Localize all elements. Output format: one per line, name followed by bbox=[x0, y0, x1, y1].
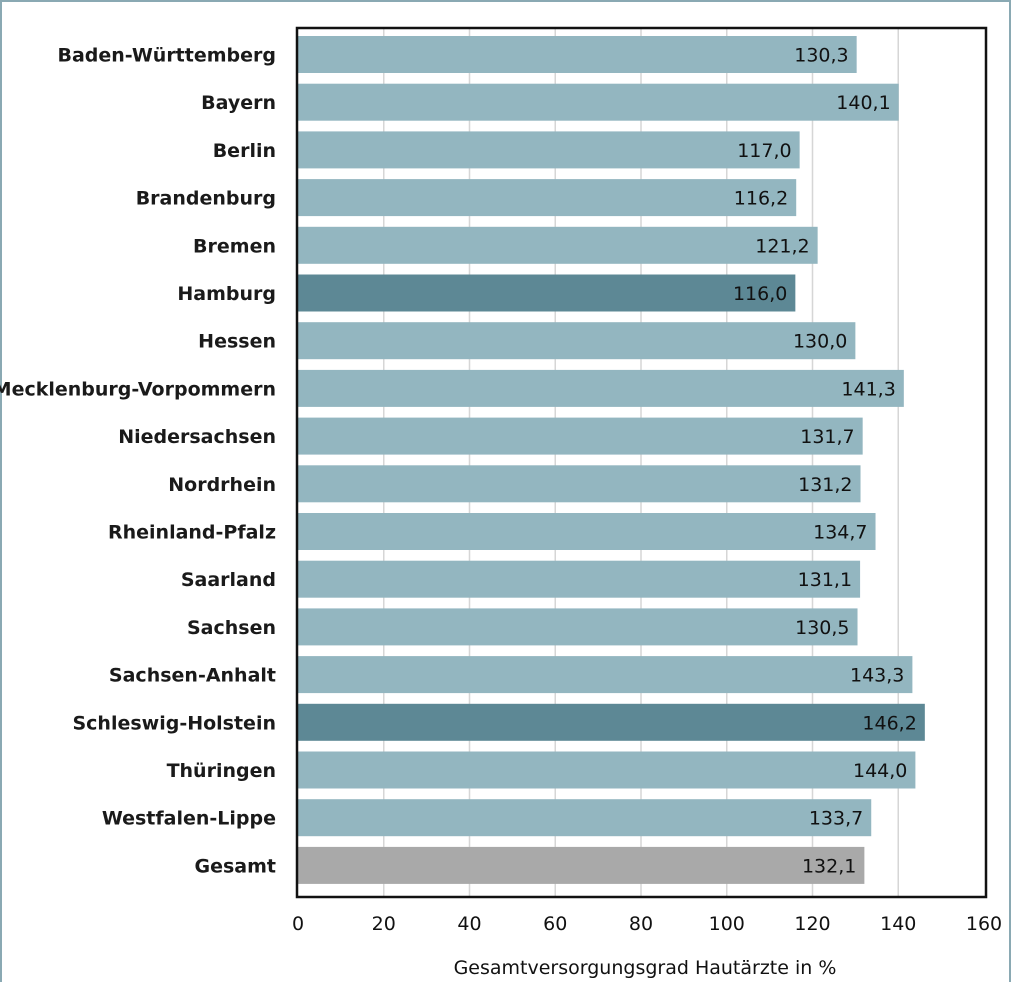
bar-16 bbox=[298, 799, 872, 837]
bar-11 bbox=[298, 560, 861, 598]
bar-15 bbox=[298, 751, 916, 789]
plot-border bbox=[295, 26, 988, 899]
value-label-9: 131,2 bbox=[798, 474, 852, 496]
x-tick-label-40: 40 bbox=[457, 913, 481, 935]
bar-14 bbox=[298, 703, 925, 741]
value-label-2: 117,0 bbox=[737, 140, 791, 162]
category-label-2: Berlin bbox=[213, 140, 276, 162]
bar-9 bbox=[298, 465, 861, 503]
bar-8 bbox=[298, 417, 863, 455]
category-label-1: Bayern bbox=[201, 92, 276, 114]
x-tick-label-160: 160 bbox=[966, 913, 1002, 935]
bar-13 bbox=[298, 656, 913, 694]
value-label-8: 131,7 bbox=[800, 426, 854, 448]
bar-2 bbox=[298, 131, 800, 169]
category-label-3: Brandenburg bbox=[136, 188, 276, 210]
value-label-6: 130,0 bbox=[793, 331, 847, 353]
x-tick-label-20: 20 bbox=[372, 913, 396, 935]
value-label-13: 143,3 bbox=[850, 665, 904, 687]
x-tick-label-60: 60 bbox=[543, 913, 567, 935]
value-label-17: 132,1 bbox=[802, 855, 856, 877]
value-label-3: 116,2 bbox=[734, 188, 788, 210]
category-label-11: Saarland bbox=[181, 569, 276, 591]
x-tick-label-140: 140 bbox=[880, 913, 916, 935]
category-label-15: Thüringen bbox=[167, 760, 276, 782]
category-label-4: Bremen bbox=[193, 235, 276, 257]
x-tick-label-80: 80 bbox=[629, 913, 653, 935]
bar-12 bbox=[298, 608, 858, 646]
category-label-9: Nordrhein bbox=[168, 474, 276, 496]
value-label-11: 131,1 bbox=[798, 569, 852, 591]
category-label-0: Baden-Württemberg bbox=[57, 45, 276, 67]
category-label-13: Sachsen-Anhalt bbox=[109, 665, 276, 687]
category-label-6: Hessen bbox=[198, 331, 276, 353]
x-axis-title: Gesamtversorgungsgrad Hautärzte in % bbox=[454, 957, 837, 979]
value-label-16: 133,7 bbox=[809, 808, 863, 830]
bar-3 bbox=[298, 179, 797, 217]
bar-5 bbox=[298, 274, 796, 312]
value-label-0: 130,3 bbox=[794, 45, 848, 67]
category-label-5: Hamburg bbox=[177, 283, 276, 305]
bar-4 bbox=[298, 226, 818, 264]
x-tick-label-100: 100 bbox=[709, 913, 745, 935]
value-label-14: 146,2 bbox=[862, 712, 916, 734]
category-label-10: Rheinland-Pfalz bbox=[108, 522, 276, 544]
value-label-1: 140,1 bbox=[836, 92, 890, 114]
bar-0 bbox=[298, 36, 857, 73]
bar-6 bbox=[298, 322, 856, 360]
value-label-10: 134,7 bbox=[813, 522, 867, 544]
bar-10 bbox=[298, 513, 876, 550]
category-label-7: Mecklenburg-Vorpommern bbox=[0, 378, 276, 400]
category-label-12: Sachsen bbox=[187, 617, 276, 639]
value-label-5: 116,0 bbox=[733, 283, 787, 305]
category-label-14: Schleswig-Holstein bbox=[72, 712, 276, 734]
category-label-8: Niedersachsen bbox=[118, 426, 276, 448]
bar-1 bbox=[298, 83, 899, 121]
value-label-7: 141,3 bbox=[841, 378, 895, 400]
value-label-15: 144,0 bbox=[853, 760, 907, 782]
x-tick-label-0: 0 bbox=[292, 913, 304, 935]
bar-7 bbox=[298, 369, 904, 407]
x-tick-label-120: 120 bbox=[794, 913, 830, 935]
value-label-4: 121,2 bbox=[755, 235, 809, 257]
bar-17 bbox=[298, 846, 865, 884]
category-label-16: Westfalen-Lippe bbox=[102, 808, 276, 830]
category-label-17: Gesamt bbox=[195, 855, 277, 877]
value-label-12: 130,5 bbox=[795, 617, 849, 639]
